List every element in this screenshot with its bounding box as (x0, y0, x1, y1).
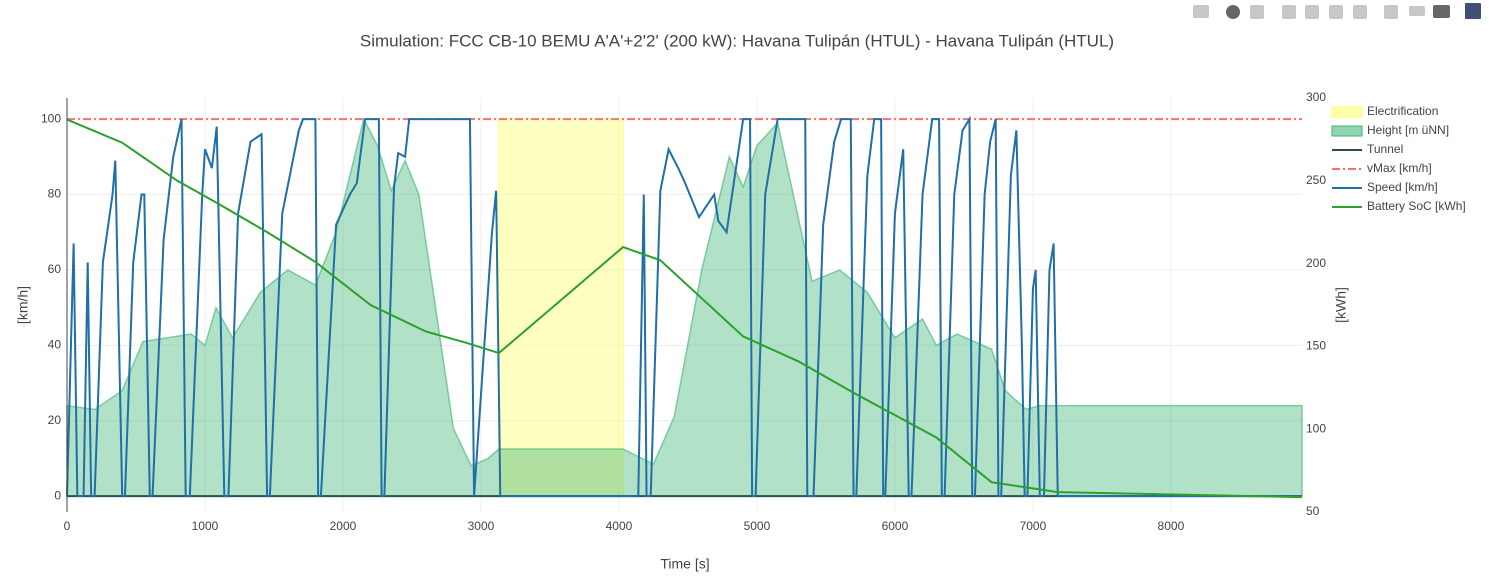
x-tick-label: 1000 (192, 519, 219, 533)
y2-tick-label: 100 (1306, 421, 1326, 435)
y2-tick-label: 250 (1306, 173, 1326, 187)
zoom-icon[interactable] (1226, 5, 1240, 19)
y-tick-label: 60 (48, 262, 62, 276)
legend-label: Battery SoC [kWh] (1367, 199, 1466, 213)
legend-swatch (1331, 106, 1363, 118)
x-tick-label: 8000 (1158, 519, 1185, 533)
legend-swatch (1331, 125, 1363, 137)
hover-closest-icon[interactable] (1409, 6, 1425, 16)
y-tick-label: 20 (48, 413, 62, 427)
pan-icon[interactable] (1250, 5, 1264, 19)
hover-compare-icon[interactable] (1433, 5, 1450, 18)
y-tick-label: 40 (48, 338, 62, 352)
autoscale-icon[interactable] (1329, 5, 1343, 19)
legend-label: Tunnel (1367, 142, 1403, 156)
y-tick-label: 0 (54, 488, 61, 502)
series-line (66, 118, 1303, 499)
x-tick-label: 2000 (330, 519, 357, 533)
x-tick-label: 4000 (606, 519, 633, 533)
series-line (66, 115, 1302, 498)
zoom-in-icon[interactable] (1282, 5, 1296, 19)
toolbar (1193, 3, 1481, 19)
legend-label: Electrification (1367, 104, 1438, 118)
y2-tick-label: 150 (1306, 339, 1326, 353)
legend-label: Speed [km/h] (1367, 180, 1438, 194)
x-tick-label: 0 (64, 519, 71, 533)
y2-tick-label: 300 (1306, 90, 1326, 104)
y2-tick-label: 50 (1306, 504, 1320, 518)
plotly-logo[interactable] (1465, 3, 1481, 19)
axes: 0 1000 2000 3000 4000 5000 6000 7000 8000 0 20 40 60… (41, 90, 1326, 533)
series-area (498, 118, 624, 497)
x-tick-label: 3000 (468, 519, 495, 533)
y-tick-label: 100 (41, 111, 61, 125)
reset-icon[interactable] (1353, 5, 1367, 19)
camera-icon[interactable] (1193, 5, 1209, 18)
x-tick-label: 5000 (744, 519, 771, 533)
y-tick-label: 80 (48, 187, 62, 201)
y2-tick-label: 200 (1306, 256, 1326, 270)
legend-label: vMax [km/h] (1367, 161, 1432, 175)
legend-label: Height [m üNN] (1367, 123, 1449, 137)
legend: Electrification Height [m üNN] Tunnel vMax … (1331, 104, 1466, 213)
y-axis-title: [km/h] (15, 286, 31, 324)
x-tick-label: 7000 (1020, 519, 1047, 533)
plot-area (66, 115, 1303, 499)
spike-icon[interactable] (1384, 5, 1398, 19)
zoom-out-icon[interactable] (1305, 5, 1319, 19)
chart-title: Simulation: FCC CB-10 BEMU A'A'+2'2' (20… (360, 31, 1114, 50)
y2-axis-title: [kWh] (1333, 287, 1349, 323)
x-tick-label: 6000 (882, 519, 909, 533)
x-axis-title: Time [s] (660, 556, 709, 572)
series-area (66, 117, 1303, 497)
